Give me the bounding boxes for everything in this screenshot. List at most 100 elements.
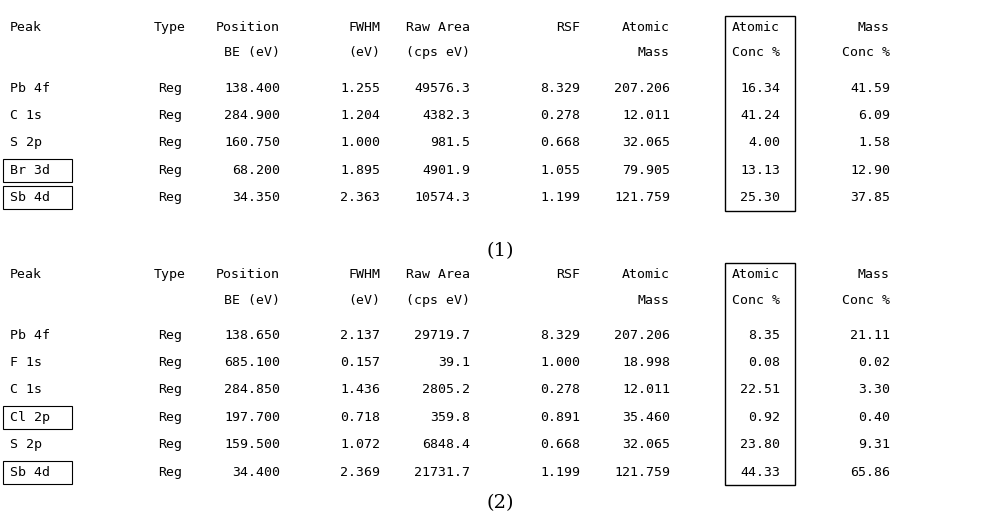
Text: 159.500: 159.500: [224, 438, 280, 451]
Bar: [725, 263, 795, 485]
Text: BE (eV): BE (eV): [224, 46, 280, 59]
Text: Type: Type: [154, 268, 186, 281]
Text: 284.900: 284.900: [224, 109, 280, 122]
Text: 2.137: 2.137: [340, 329, 380, 342]
Text: 4382.3: 4382.3: [422, 109, 470, 122]
Text: Reg: Reg: [158, 164, 182, 177]
Text: Reg: Reg: [158, 191, 182, 204]
Text: (cps eV): (cps eV): [406, 294, 470, 307]
Text: C 1s: C 1s: [10, 109, 42, 122]
Text: 121.759: 121.759: [614, 191, 670, 204]
Text: 4901.9: 4901.9: [422, 164, 470, 177]
Text: S 2p: S 2p: [10, 438, 42, 451]
Text: 2.363: 2.363: [340, 191, 380, 204]
Text: (cps eV): (cps eV): [406, 46, 470, 59]
Text: 0.92: 0.92: [748, 411, 780, 424]
Text: Br 3d: Br 3d: [10, 164, 50, 177]
Text: Mass: Mass: [638, 46, 670, 59]
Text: Sb 4d: Sb 4d: [10, 191, 50, 204]
Text: 1.436: 1.436: [340, 383, 380, 397]
Text: Pb 4f: Pb 4f: [10, 329, 50, 342]
Text: 0.157: 0.157: [340, 356, 380, 369]
Text: 981.5: 981.5: [430, 136, 470, 149]
Text: Mass: Mass: [858, 268, 890, 281]
Text: Conc %: Conc %: [732, 46, 780, 59]
Text: 12.90: 12.90: [850, 164, 890, 177]
Text: 207.206: 207.206: [614, 82, 670, 95]
Text: Conc %: Conc %: [732, 294, 780, 307]
Text: 6848.4: 6848.4: [422, 438, 470, 451]
Text: 160.750: 160.750: [224, 136, 280, 149]
Text: 9.31: 9.31: [858, 438, 890, 451]
Text: Reg: Reg: [158, 82, 182, 95]
Text: 207.206: 207.206: [614, 329, 670, 342]
Text: 79.905: 79.905: [622, 164, 670, 177]
Text: FWHM: FWHM: [348, 268, 380, 281]
Text: 39.1: 39.1: [438, 356, 470, 369]
Text: 44.33: 44.33: [740, 466, 780, 479]
Text: 4.00: 4.00: [748, 136, 780, 149]
Text: Reg: Reg: [158, 411, 182, 424]
Text: Mass: Mass: [858, 21, 890, 34]
Text: 8.329: 8.329: [540, 329, 580, 342]
Text: 13.13: 13.13: [740, 164, 780, 177]
Text: Reg: Reg: [158, 109, 182, 122]
Text: 0.718: 0.718: [340, 411, 380, 424]
Text: 41.59: 41.59: [850, 82, 890, 95]
Text: 1.204: 1.204: [340, 109, 380, 122]
Text: Raw Area: Raw Area: [406, 268, 470, 281]
Text: Type: Type: [154, 21, 186, 34]
Text: 0.668: 0.668: [540, 438, 580, 451]
Text: 1.000: 1.000: [540, 356, 580, 369]
Text: 32.065: 32.065: [622, 438, 670, 451]
Text: 0.40: 0.40: [858, 411, 890, 424]
Text: Sb 4d: Sb 4d: [10, 466, 50, 479]
Text: 23.80: 23.80: [740, 438, 780, 451]
Text: Cl 2p: Cl 2p: [10, 411, 50, 424]
Text: 16.34: 16.34: [740, 82, 780, 95]
Text: 0.08: 0.08: [748, 356, 780, 369]
Text: (eV): (eV): [348, 46, 380, 59]
Text: Mass: Mass: [638, 294, 670, 307]
Text: 37.85: 37.85: [850, 191, 890, 204]
Text: 35.460: 35.460: [622, 411, 670, 424]
Text: S 2p: S 2p: [10, 136, 42, 149]
Text: 359.8: 359.8: [430, 411, 470, 424]
Text: Reg: Reg: [158, 136, 182, 149]
Text: Atomic: Atomic: [732, 21, 780, 34]
Text: Peak: Peak: [10, 268, 42, 281]
Text: 8.329: 8.329: [540, 82, 580, 95]
Text: Atomic: Atomic: [622, 268, 670, 281]
Text: 1.199: 1.199: [540, 466, 580, 479]
Text: 0.02: 0.02: [858, 356, 890, 369]
Text: Reg: Reg: [158, 466, 182, 479]
Text: (2): (2): [486, 494, 514, 512]
Text: (1): (1): [486, 242, 514, 260]
Text: Raw Area: Raw Area: [406, 21, 470, 34]
Text: 22.51: 22.51: [740, 383, 780, 397]
Text: 1.255: 1.255: [340, 82, 380, 95]
Text: 12.011: 12.011: [622, 383, 670, 397]
Text: 29719.7: 29719.7: [414, 329, 470, 342]
Text: 1.000: 1.000: [340, 136, 380, 149]
Text: 1.199: 1.199: [540, 191, 580, 204]
Text: 138.650: 138.650: [224, 329, 280, 342]
Text: Reg: Reg: [158, 329, 182, 342]
Text: 284.850: 284.850: [224, 383, 280, 397]
Bar: [725, 16, 795, 211]
Text: Reg: Reg: [158, 356, 182, 369]
Text: 12.011: 12.011: [622, 109, 670, 122]
Text: Atomic: Atomic: [732, 268, 780, 281]
Text: 65.86: 65.86: [850, 466, 890, 479]
Text: 34.350: 34.350: [232, 191, 280, 204]
Text: 8.35: 8.35: [748, 329, 780, 342]
Text: 41.24: 41.24: [740, 109, 780, 122]
Text: 49576.3: 49576.3: [414, 82, 470, 95]
Text: 3.30: 3.30: [858, 383, 890, 397]
Text: 138.400: 138.400: [224, 82, 280, 95]
Text: Reg: Reg: [158, 438, 182, 451]
Text: Reg: Reg: [158, 383, 182, 397]
Text: 0.278: 0.278: [540, 109, 580, 122]
Text: 0.668: 0.668: [540, 136, 580, 149]
Text: 2805.2: 2805.2: [422, 383, 470, 397]
